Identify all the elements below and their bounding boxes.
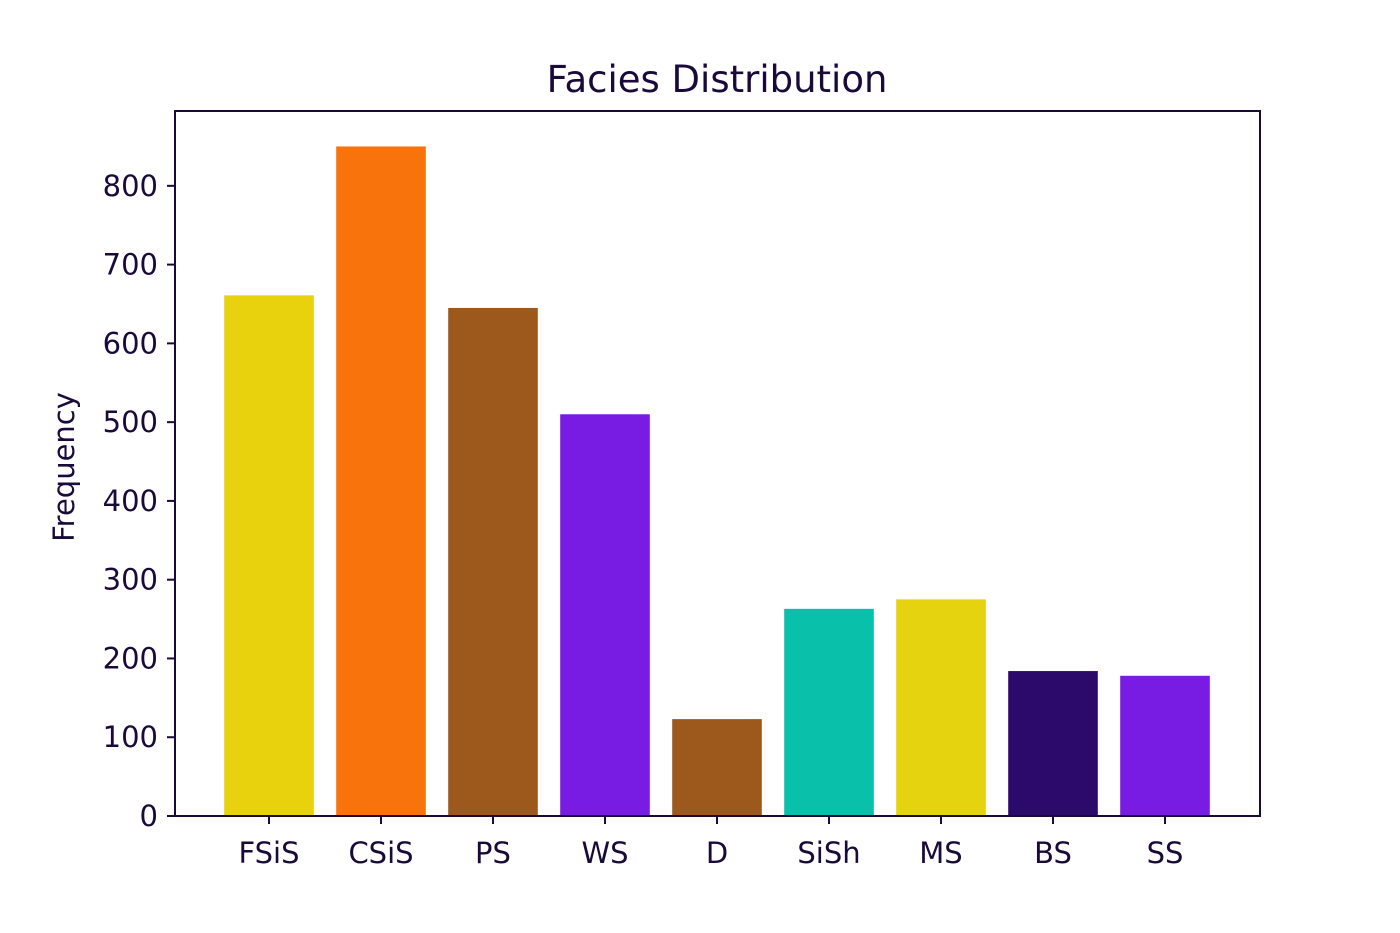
bar-ms <box>896 599 986 816</box>
y-axis-label: Frequency <box>47 392 81 542</box>
x-tick-label: PS <box>475 836 511 870</box>
y-tick-label: 100 <box>103 720 158 754</box>
bar-sish <box>784 608 874 816</box>
y-axis-ticks: 0 100 200 300 400 500 600 700 800 <box>103 169 175 833</box>
x-tick-label: CSiS <box>348 836 413 870</box>
x-tick-label: WS <box>581 836 628 870</box>
plot-area-frame <box>174 110 1261 817</box>
y-tick-label: 700 <box>103 248 158 282</box>
bar-fsis <box>224 295 314 816</box>
y-tick-label: 200 <box>103 641 158 675</box>
x-tick-label: BS <box>1034 836 1072 870</box>
bar-ws <box>560 414 650 816</box>
x-tick-label: SiSh <box>797 836 860 870</box>
y-tick-label: 300 <box>103 563 158 597</box>
x-tick-label: FSiS <box>238 836 299 870</box>
bar-ps <box>448 307 538 816</box>
y-tick-label: 800 <box>103 169 158 203</box>
y-tick-label: 600 <box>103 326 158 360</box>
bar-csis <box>336 146 426 817</box>
x-tick-label: SS <box>1147 836 1184 870</box>
y-tick-label: 400 <box>103 484 158 518</box>
x-axis-ticks: FSiS CSiS PS WS D SiSh MS BS SS <box>238 816 1183 870</box>
bar-bs <box>1008 671 1098 816</box>
bar-d <box>672 719 762 816</box>
bar-ss <box>1120 675 1210 816</box>
x-tick-label: MS <box>919 836 962 870</box>
chart-title: Facies Distribution <box>547 58 888 101</box>
bars <box>224 146 1210 817</box>
y-tick-label: 0 <box>140 799 158 833</box>
y-tick-label: 500 <box>103 405 158 439</box>
x-tick-label: D <box>706 836 728 870</box>
